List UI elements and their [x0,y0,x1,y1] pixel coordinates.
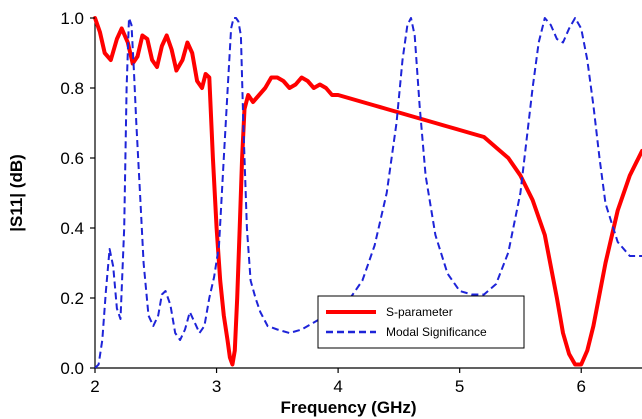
series-line-s-parameter [93,16,642,367]
series-layer [93,16,642,369]
legend-label-s-parameter: S-parameter [386,305,453,319]
y-tick-label: 0.6 [60,149,84,168]
y-tick-label: 0.2 [60,289,84,308]
x-tick-label: 3 [212,377,221,396]
x-tick-label: 5 [455,377,464,396]
y-tick-label: 0.0 [60,359,84,378]
legend-box [317,295,525,349]
x-tick-label: 2 [90,377,99,396]
x-tick-label: 6 [576,377,585,396]
plot-frame [94,18,642,369]
series-line-modal-significance [94,17,642,369]
axes-layer: 2 3 4 5 6 0.0 0.2 0.4 0.6 0.8 1.0 [60,9,586,396]
y-tick-label: 1.0 [60,9,84,28]
x-tick-label: 4 [333,377,342,396]
x-axis-title: Frequency (GHz) [280,398,416,417]
legend: S-parameter Modal Significance [317,295,525,349]
y-tick-label: 0.8 [60,79,84,98]
y-tick-label: 0.4 [60,219,84,238]
y-axis-title: |S11| (dB) [7,154,26,232]
legend-label-modal-significance: Modal Significance [386,325,487,339]
